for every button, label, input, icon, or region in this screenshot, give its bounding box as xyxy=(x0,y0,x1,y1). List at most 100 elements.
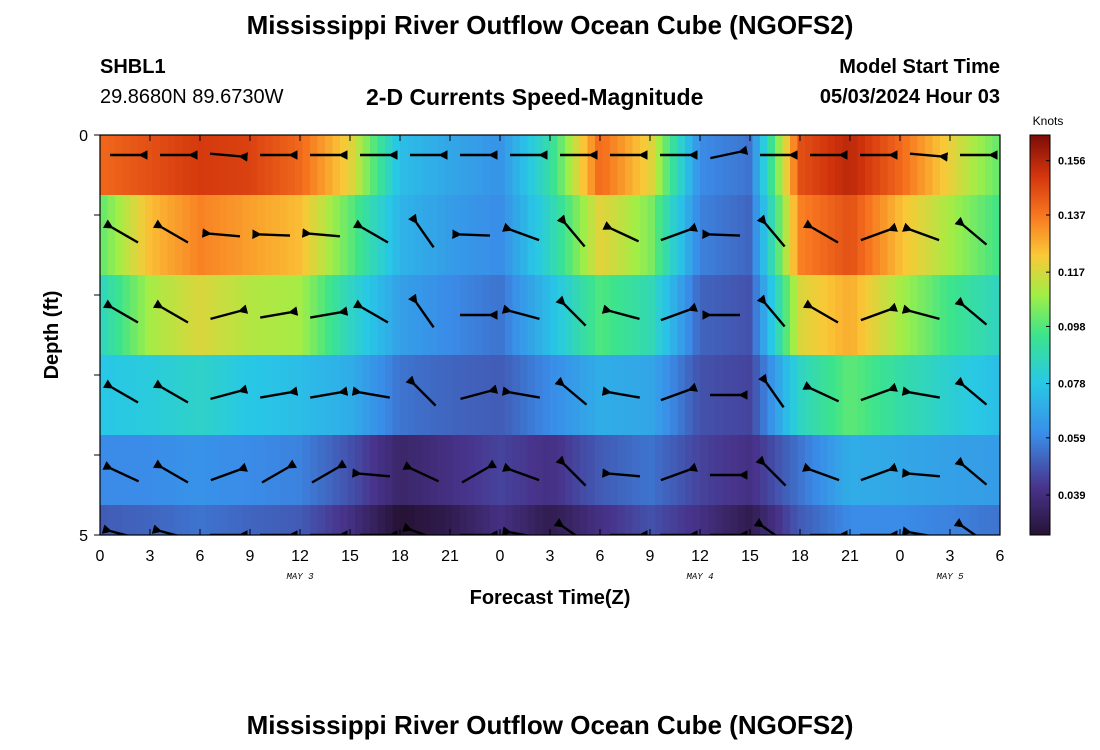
heatmap-cell xyxy=(625,505,634,535)
heatmap-cell xyxy=(512,135,521,195)
heatmap-cell xyxy=(160,275,169,355)
heatmap-cell xyxy=(445,135,454,195)
heatmap-cell xyxy=(970,135,979,195)
heatmap-cell xyxy=(902,275,911,355)
current-vector xyxy=(901,526,932,535)
heatmap-cell xyxy=(767,275,776,355)
heatmap-cell xyxy=(160,355,169,435)
heatmap-cell xyxy=(805,355,814,435)
heatmap-cell xyxy=(992,505,1000,535)
heatmap-cell xyxy=(557,135,566,195)
heatmap-cell xyxy=(317,135,326,195)
heatmap-cell xyxy=(182,195,191,275)
heatmap-cell xyxy=(535,195,544,275)
heatmap-cell xyxy=(550,195,559,275)
heatmap-cell xyxy=(152,435,161,505)
current-vector xyxy=(555,455,587,487)
current-vector xyxy=(501,304,540,321)
heatmap-cell xyxy=(782,435,791,505)
current-vector xyxy=(102,219,139,244)
heatmap-cell xyxy=(835,355,844,435)
heatmap-cell xyxy=(902,195,911,275)
heatmap-cell xyxy=(910,195,919,275)
heatmap-cell xyxy=(760,435,769,505)
heatmap-cell xyxy=(895,195,904,275)
heatmap-cell xyxy=(835,505,844,535)
heatmap-cell xyxy=(287,505,296,535)
heatmap-cell xyxy=(152,355,161,435)
heatmap-cell xyxy=(400,135,409,195)
current-vector xyxy=(554,376,588,406)
heatmap-cell xyxy=(415,355,424,435)
heatmap-cell xyxy=(932,275,941,355)
heatmap-cell xyxy=(715,135,724,195)
heatmap-cell xyxy=(992,435,1000,505)
heatmap-cell xyxy=(700,435,709,505)
heatmap-cell xyxy=(647,195,656,275)
heatmap-cell xyxy=(340,505,349,535)
heatmap-cell xyxy=(332,135,341,195)
heatmap-cell xyxy=(122,135,131,195)
heatmap-cell xyxy=(317,435,326,505)
heatmap-cell xyxy=(812,435,821,505)
heatmap-cell xyxy=(962,135,971,195)
heatmap-cell xyxy=(520,135,529,195)
heatmap-cell xyxy=(205,505,214,535)
current-vector xyxy=(261,459,298,484)
heatmap-cell xyxy=(107,275,116,355)
heatmap-cell xyxy=(820,135,829,195)
heatmap-cell xyxy=(602,195,611,275)
heatmap-cell xyxy=(182,355,191,435)
heatmap-cell xyxy=(452,435,461,505)
day-label: MAY 4 xyxy=(686,572,713,582)
heatmap-cell xyxy=(617,505,626,535)
heatmap-cell xyxy=(632,135,641,195)
heatmap-cell xyxy=(955,195,964,275)
current-vector xyxy=(102,461,140,483)
heatmap-cell xyxy=(557,435,566,505)
heatmap-cell xyxy=(340,435,349,505)
heatmap-cell xyxy=(857,505,866,535)
heatmap-cell xyxy=(745,135,754,195)
current-vector xyxy=(152,459,189,484)
heatmap-cell xyxy=(835,135,844,195)
heatmap-cell xyxy=(227,355,236,435)
heatmap-cell xyxy=(152,135,161,195)
heatmap-cell xyxy=(190,355,199,435)
heatmap-cell xyxy=(430,135,439,195)
heatmap-cell xyxy=(782,195,791,275)
heatmap-cell xyxy=(685,355,694,435)
heatmap-cell xyxy=(542,195,551,275)
heatmap-cell xyxy=(775,275,784,355)
heatmap-cell xyxy=(227,135,236,195)
heatmap-cell xyxy=(452,135,461,195)
y-tick-label: 0 xyxy=(79,128,88,145)
heatmap-cell xyxy=(550,135,559,195)
heatmap-cell xyxy=(527,435,536,505)
heatmap-cell xyxy=(520,505,529,535)
heatmap-cell xyxy=(340,275,349,355)
heatmap-cell xyxy=(805,195,814,275)
heatmap-cell xyxy=(227,435,236,505)
heatmap-cell xyxy=(302,505,311,535)
current-vector xyxy=(151,524,180,535)
heatmap-cell xyxy=(685,275,694,355)
heatmap-cell xyxy=(392,505,401,535)
current-vector xyxy=(310,386,349,399)
current-vector xyxy=(351,386,390,399)
heatmap-cell xyxy=(265,135,274,195)
heatmap-cell xyxy=(332,505,341,535)
heatmap-cell xyxy=(242,355,251,435)
current-vector xyxy=(352,219,389,244)
heatmap-cell xyxy=(190,505,199,535)
colorbar: Knots 0.156 0.137 0.117 0.098 0.078 0.059 0.03… xyxy=(1029,114,1086,536)
heatmap-cell xyxy=(377,435,386,505)
heatmap-cell xyxy=(407,195,416,275)
heatmap-cell xyxy=(280,505,289,535)
heatmap-cell xyxy=(947,435,956,505)
heatmap-cell xyxy=(250,135,259,195)
heatmap-cell xyxy=(257,435,266,505)
heatmap-cell xyxy=(190,135,199,195)
heatmap-cell xyxy=(377,505,386,535)
heatmap-cell xyxy=(197,135,206,195)
